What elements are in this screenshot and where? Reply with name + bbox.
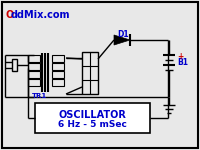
Bar [52, 63, 64, 70]
Bar [82, 52, 98, 94]
Bar [28, 79, 40, 86]
Bar [52, 71, 64, 78]
Bar [52, 79, 64, 86]
Text: D1: D1 [117, 30, 129, 39]
Text: TR1: TR1 [32, 93, 47, 99]
Bar [28, 63, 40, 70]
Text: +: + [177, 52, 183, 61]
Bar [28, 55, 40, 62]
Bar [28, 71, 40, 78]
Bar [12, 59, 17, 71]
Bar [52, 55, 64, 62]
Text: B1: B1 [177, 58, 188, 67]
Text: OSCILLATOR: OSCILLATOR [59, 110, 126, 120]
Text: ddMix.com: ddMix.com [11, 10, 70, 20]
Polygon shape [114, 35, 130, 45]
Text: 6 Hz - 5 mSec: 6 Hz - 5 mSec [58, 120, 127, 129]
Text: O: O [5, 10, 13, 20]
Bar [35, 103, 150, 133]
